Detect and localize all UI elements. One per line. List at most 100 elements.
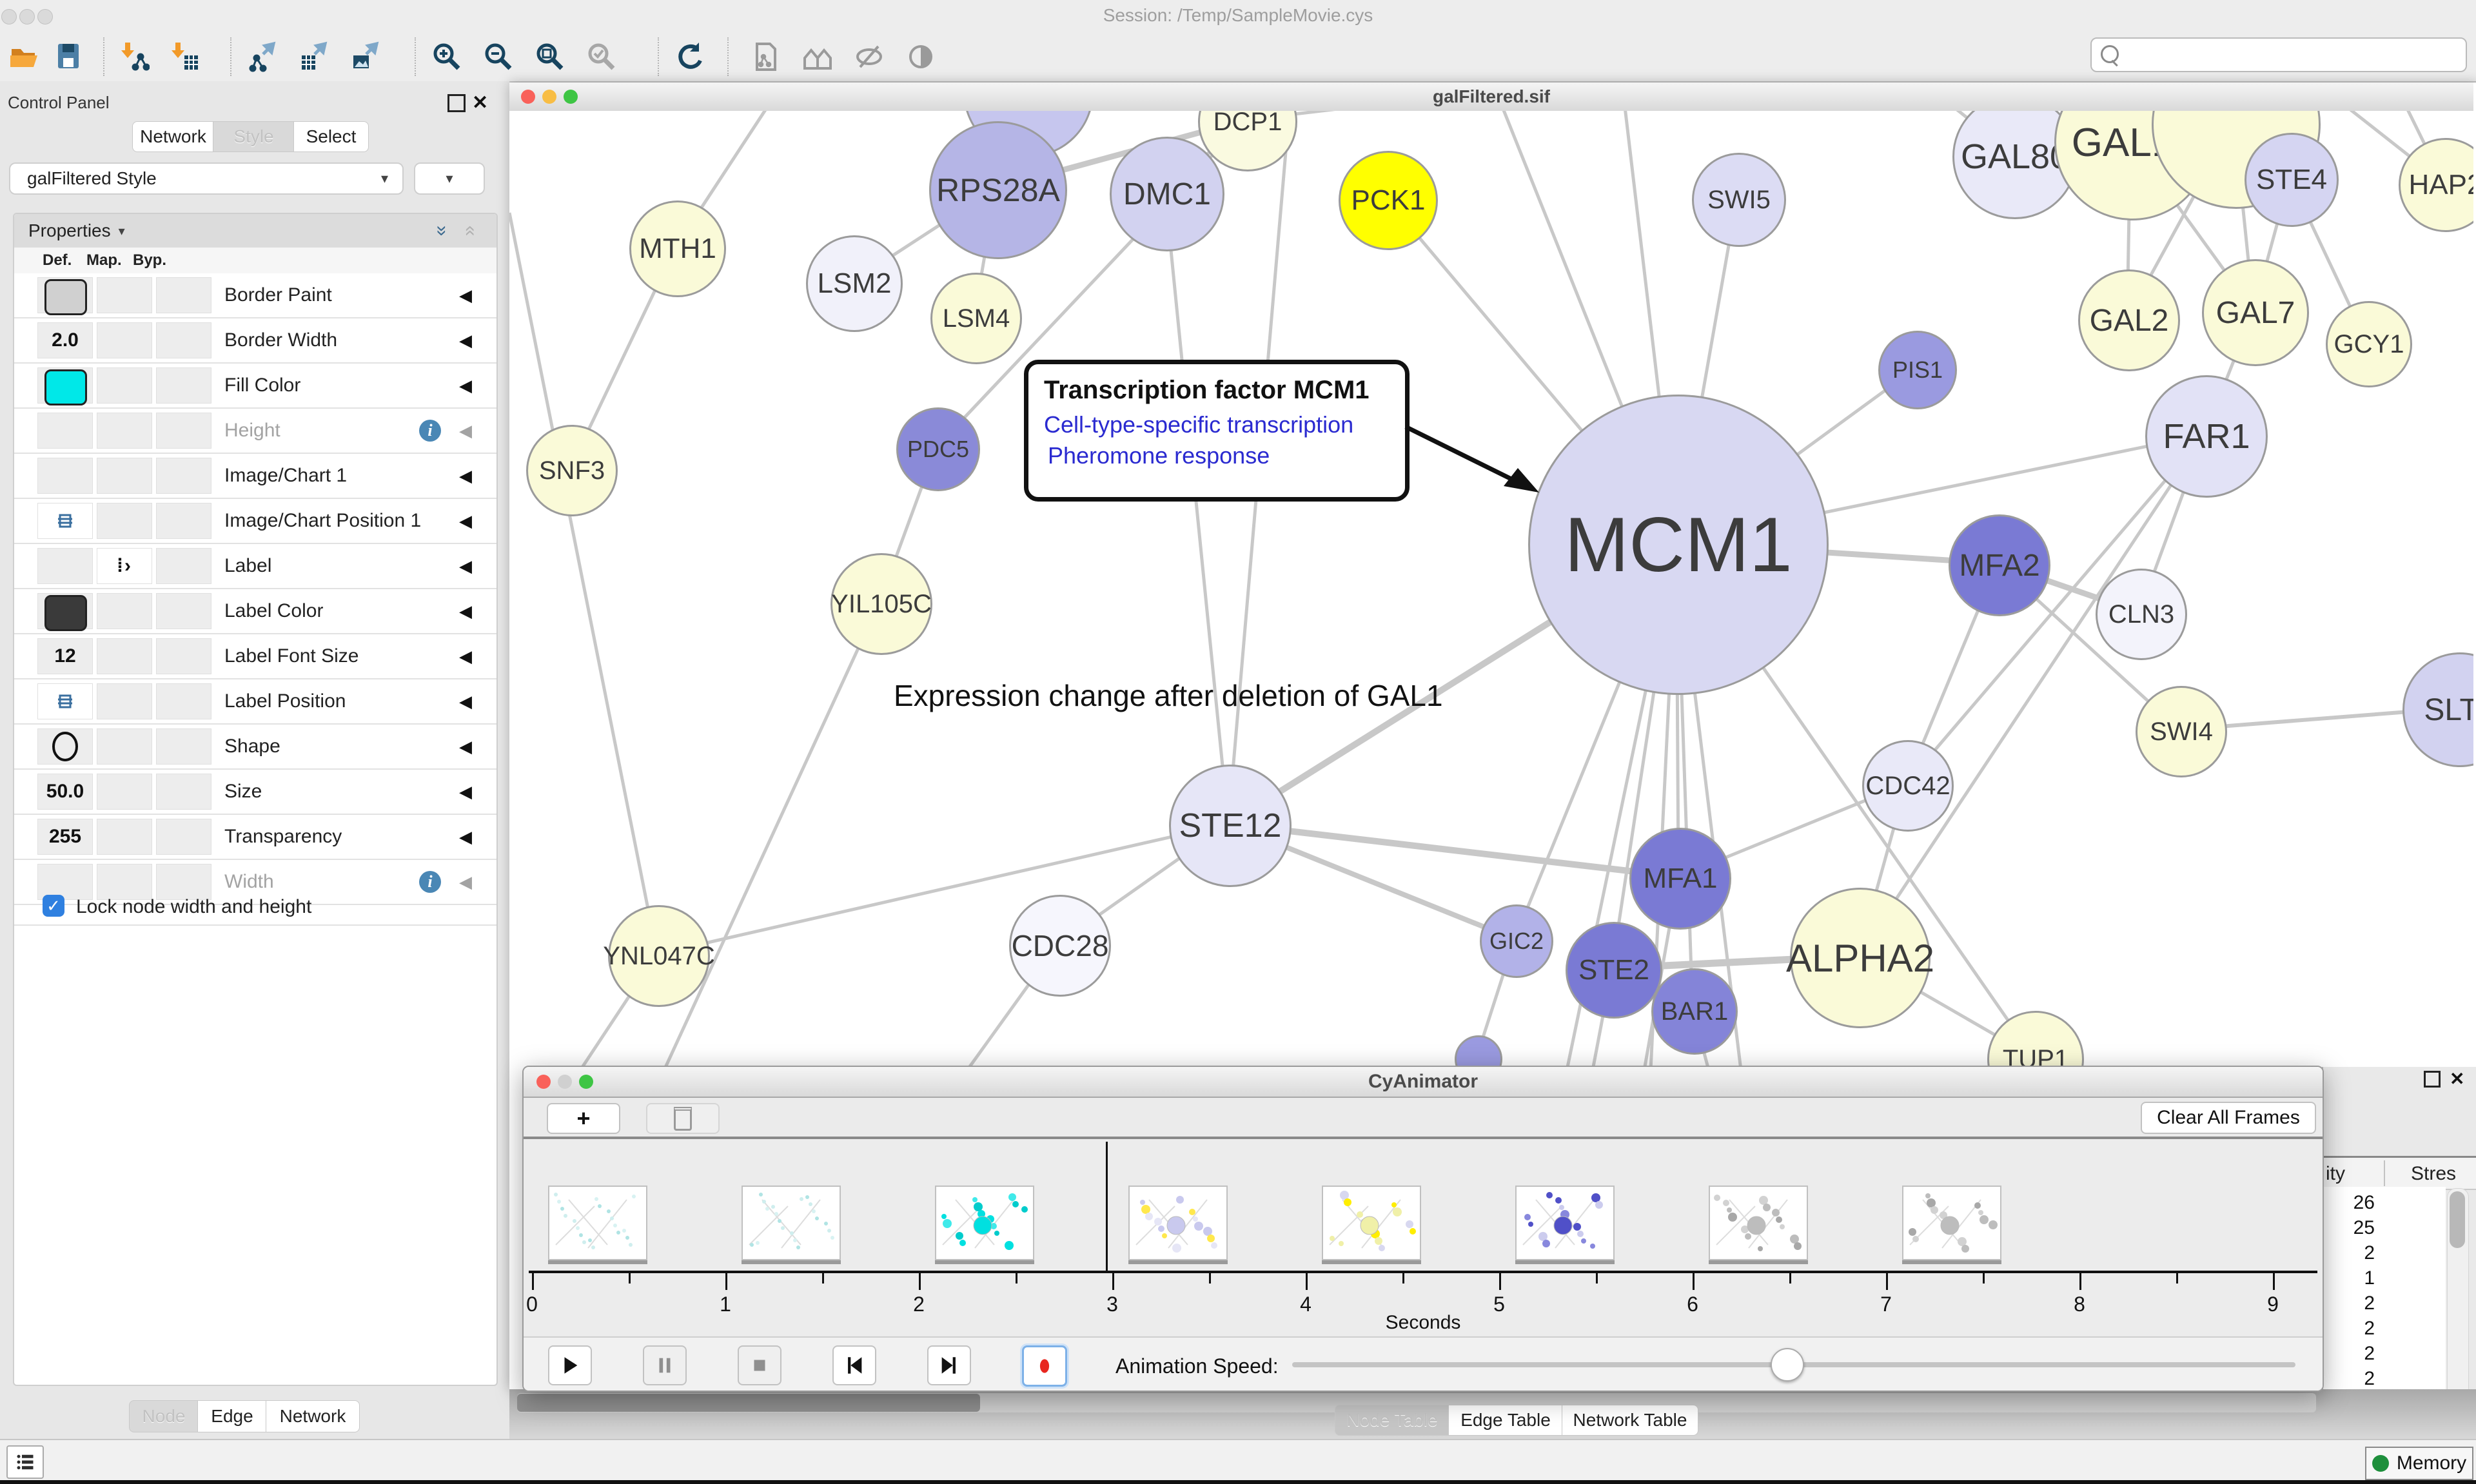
property-row-width[interactable]: Width i ◀ [14,860,496,905]
bypass-cell[interactable] [156,322,211,358]
app-zoom-button[interactable] [37,9,53,24]
bypass-cell[interactable] [156,367,211,404]
annotation-link-1[interactable]: Cell-type-specific transcription [1044,411,1354,438]
bypass-cell[interactable] [156,413,211,449]
table-scrollbar-thumb[interactable] [2450,1191,2465,1248]
property-row-image-chart-position-1[interactable]: Image/Chart Position 1 ◀ [14,499,496,544]
expand-property-icon[interactable]: ◀ [459,691,472,711]
lock-checkbox[interactable]: ✓ [43,895,64,917]
task-history-button[interactable] [6,1445,44,1479]
import-table-icon[interactable] [166,37,202,76]
network-node-bar1[interactable]: BAR1 [1651,968,1738,1055]
network-node-gal2[interactable]: GAL2 [2078,269,2180,371]
network-node-gal7[interactable]: GAL7 [2202,259,2309,366]
refresh-icon[interactable] [671,37,707,76]
panel-hscrollbar-thumb[interactable] [517,1394,980,1412]
zoom-out-icon[interactable] [480,37,516,76]
network-node-cln3[interactable]: CLN3 [2096,569,2187,660]
network-node-cdc42[interactable]: CDC42 [1862,740,1954,832]
frame-thumbnail-3[interactable] [1128,1186,1228,1260]
bypass-cell[interactable] [156,503,211,539]
default-value-cell[interactable]: 50.0 [37,774,93,810]
property-row-size[interactable]: 50.0 Size ◀ [14,770,496,815]
default-value-cell[interactable] [37,277,93,315]
bypass-cell[interactable] [156,864,211,900]
mapping-cell[interactable] [97,503,152,539]
network-node-ste2[interactable]: STE2 [1566,922,1662,1019]
network-node-mcm1[interactable]: MCM1 [1528,395,1829,695]
save-session-icon[interactable] [50,37,86,76]
import-network-icon[interactable] [116,37,152,76]
table-cell-value[interactable]: 26 [2353,1192,2375,1213]
mapping-cell[interactable]: ⁞› [97,548,152,584]
frame-thumbnail-4[interactable] [1322,1186,1421,1260]
window-minimize-button[interactable] [542,90,556,104]
network-edge[interactable] [1856,433,2206,957]
bypass-cell[interactable] [156,548,211,584]
expand-property-icon[interactable]: ◀ [459,646,472,666]
animation-speed-knob[interactable] [1771,1348,1804,1381]
default-value-cell[interactable] [37,864,93,900]
expand-property-icon[interactable]: ◀ [459,465,472,485]
window-zoom-button[interactable] [564,90,578,104]
float-panel-icon[interactable] [447,94,466,112]
network-node-ste12[interactable]: STE12 [1169,765,1292,887]
network-node-rps28a[interactable]: RPS28A [929,121,1067,259]
property-row-shape[interactable]: Shape ◀ [14,725,496,770]
property-row-label-color[interactable]: Label Color ◀ [14,589,496,634]
mapping-cell[interactable] [97,367,152,404]
memory-button[interactable]: Memory [2365,1447,2473,1480]
timeline-playhead[interactable] [1106,1142,1108,1271]
property-row-fill-color[interactable]: Fill Color ◀ [14,364,496,409]
network-node-pis1[interactable]: PIS1 [1878,331,1957,409]
mapping-cell[interactable] [97,593,152,629]
frame-thumbnail-1[interactable] [742,1186,841,1260]
window-zoom-button[interactable] [579,1075,593,1089]
table-cell-value[interactable]: 1 [2364,1267,2375,1289]
bypass-cell[interactable] [156,277,211,313]
default-value-cell[interactable] [37,458,93,494]
property-row-border-width[interactable]: 2.0 Border Width ◀ [14,318,496,364]
network-node-dmc1[interactable]: DMC1 [1110,137,1224,251]
bypass-cell[interactable] [156,458,211,494]
network-edge[interactable] [509,212,659,955]
expand-property-icon[interactable]: ◀ [459,601,472,621]
tab-edge[interactable]: Edge [197,1400,267,1432]
property-row-label-font-size[interactable]: 12 Label Font Size ◀ [14,634,496,679]
network-node-alpha2[interactable]: ALPHA2 [1786,888,1934,1028]
default-value-cell[interactable]: 2.0 [37,322,93,358]
mapping-cell[interactable] [97,774,152,810]
network-node-hap2[interactable]: HAP2 [2399,138,2473,232]
mapping-cell[interactable] [97,864,152,900]
frame-thumbnail-2[interactable] [935,1186,1034,1260]
tab-network-table[interactable]: Network Table [1562,1405,1698,1436]
expand-property-icon[interactable]: ◀ [459,511,472,531]
hide-details-icon[interactable] [851,37,887,76]
tab-style[interactable]: Style [213,121,295,152]
network-node-pck1[interactable]: PCK1 [1339,151,1438,250]
tab-network[interactable]: Network [132,121,214,152]
mapping-cell[interactable] [97,819,152,855]
network-node-lsm2[interactable]: LSM2 [806,235,903,332]
clear-all-frames-button[interactable]: Clear All Frames [2141,1102,2316,1134]
timeline-area[interactable]: 0 1 2 3 4 5 6 7 8 9 Seconds [524,1137,2323,1339]
pause-button[interactable] [643,1345,687,1385]
network-node-swi5[interactable]: SWI5 [1692,153,1786,247]
tab-network-bottom[interactable]: Network [266,1400,360,1432]
frame-thumbnail-6[interactable] [1709,1186,1808,1260]
close-panel-icon[interactable]: ✕ [2450,1069,2465,1089]
expand-property-icon[interactable]: ◀ [459,736,472,756]
default-value-cell[interactable] [37,683,93,719]
table-col-stress[interactable]: Stres [2411,1163,2457,1184]
property-row-border-paint[interactable]: Border Paint ◀ [14,273,496,318]
network-node-slt2[interactable]: SLT2 [2402,652,2473,767]
expand-property-icon[interactable]: ◀ [459,330,472,350]
export-table-icon[interactable] [297,37,333,76]
bypass-cell[interactable] [156,819,211,855]
expand-property-icon[interactable]: ◀ [459,375,472,395]
property-row-image-chart-1[interactable]: Image/Chart 1 ◀ [14,454,496,499]
collapse-all-icon[interactable]: » [458,225,480,237]
network-edge[interactable] [1905,433,2206,785]
property-row-transparency[interactable]: 255 Transparency ◀ [14,815,496,860]
mapping-cell[interactable] [97,277,152,313]
